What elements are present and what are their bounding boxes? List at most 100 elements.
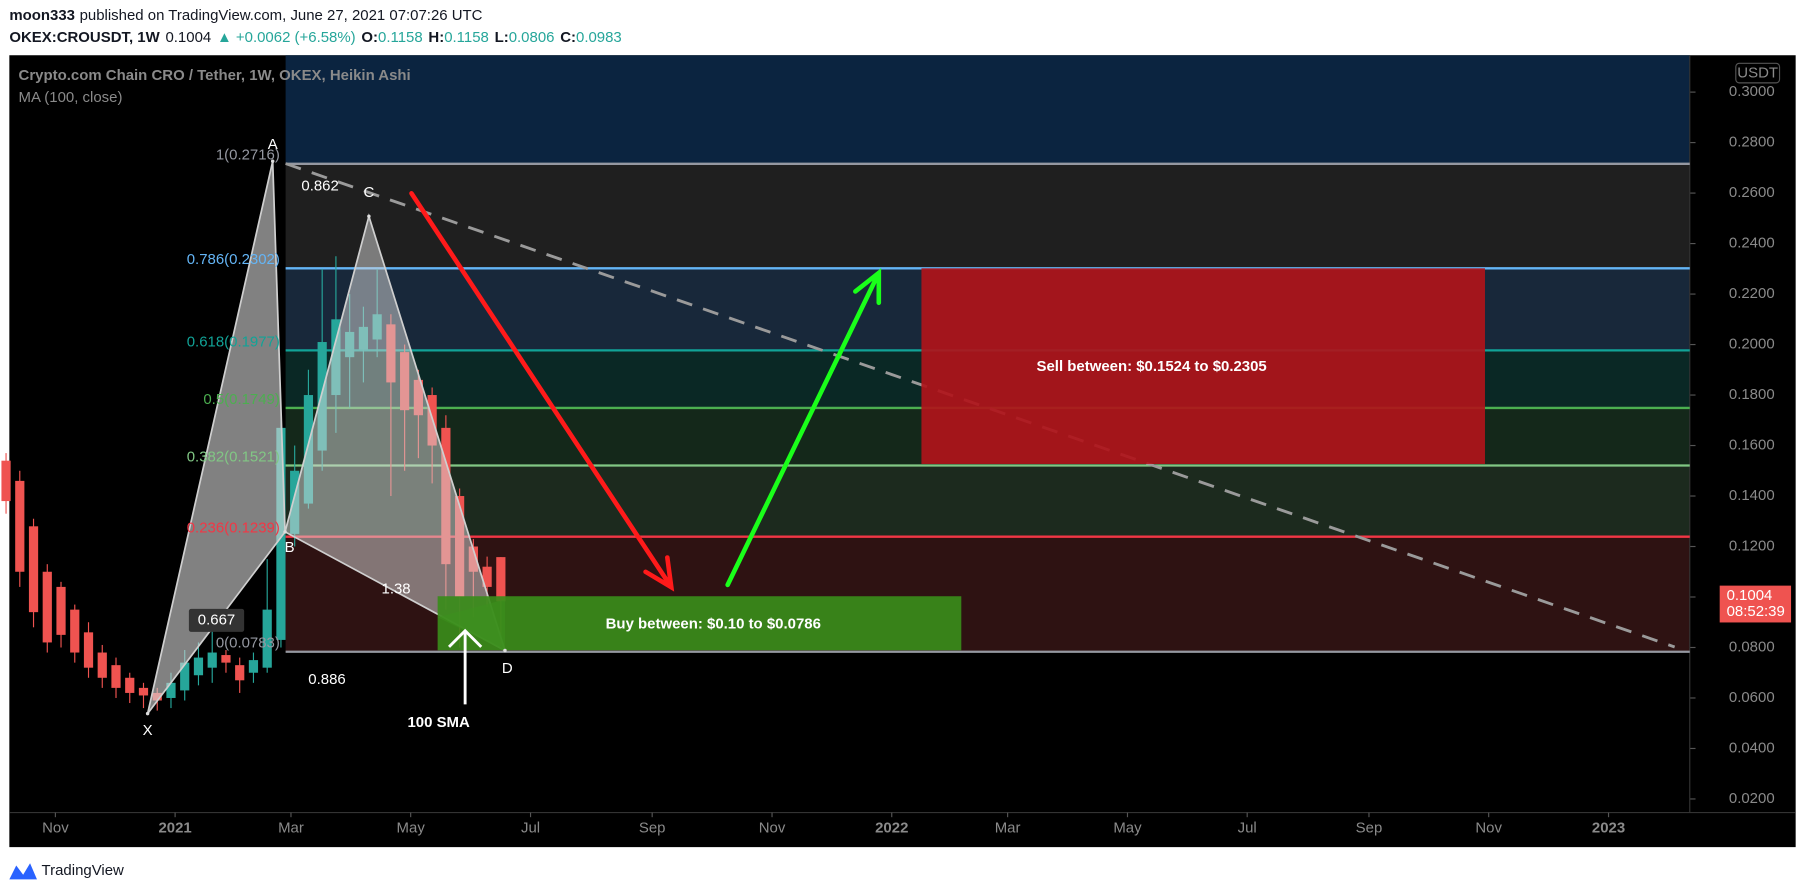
- y-tick-label: 0.1400: [1729, 487, 1775, 504]
- fib-label: 0.786(0.2302): [187, 251, 280, 268]
- ohlc-key: C:: [560, 29, 576, 46]
- header-line-1: moon333 published on TradingView.com, Jun…: [9, 7, 482, 24]
- x-tick-label: Jul: [1238, 820, 1257, 837]
- y-tick-label: 0.1200: [1729, 537, 1775, 554]
- pattern-ratio: 0.886: [308, 671, 345, 688]
- ohlc-key: O:: [361, 29, 378, 46]
- candle-body: [262, 609, 272, 668]
- x-tick-label: Mar: [278, 820, 304, 837]
- candle-body: [138, 687, 149, 696]
- pattern-ratio: 0.862: [301, 177, 338, 194]
- y-tick-label: 0.2800: [1729, 134, 1775, 151]
- y-tick-label: 0.1800: [1729, 386, 1775, 403]
- candle-body: [248, 660, 259, 673]
- y-tick-label: 0.0800: [1729, 638, 1775, 655]
- indicator-label: MA (100, close): [19, 89, 123, 106]
- x-tick-label: 2021: [158, 820, 191, 837]
- x-tick-label: Sep: [1356, 820, 1383, 837]
- candle-body: [166, 682, 176, 698]
- candle-body: [235, 665, 245, 681]
- candle-body: [180, 662, 190, 691]
- ohlc-value: 0.0806: [509, 29, 555, 46]
- logo-icon: [9, 863, 37, 880]
- x-tick-label: Nov: [1475, 820, 1502, 837]
- fib-zone: [285, 163, 1690, 269]
- sma-note: 100 SMA: [407, 714, 470, 731]
- y-tick-label: 0.3000: [1729, 83, 1775, 100]
- pattern-point-label: X: [143, 722, 153, 739]
- buy-zone-label: Buy between: $0.10 to $0.0786: [606, 615, 821, 632]
- fib-zone: [285, 465, 1690, 537]
- pattern-point: [270, 159, 275, 164]
- candle-body: [56, 586, 66, 635]
- fib-label: 0(0.0783): [216, 635, 280, 652]
- ratio-bg: [188, 608, 245, 632]
- y-tick-label: 0.2400: [1729, 235, 1775, 252]
- x-tick-label: 2022: [875, 820, 908, 837]
- fib-label: 1(0.2716): [216, 147, 280, 164]
- header-line-2: OKEX:CROUSDT, 1W 0.1004 ▲ +0.0062 (+6.58%)…: [9, 29, 621, 46]
- candle-body: [1, 460, 11, 502]
- price-tag-label: 0.1004: [1727, 587, 1773, 604]
- x-tick-label: 2023: [1592, 820, 1625, 837]
- candle-body: [125, 677, 135, 693]
- y-tick-label: 0.0400: [1729, 739, 1775, 756]
- y-tick-label: 0.1600: [1729, 436, 1775, 453]
- fib-label: 0.5(0.1749): [203, 391, 280, 408]
- trendline: [285, 162, 1676, 649]
- pattern-point: [503, 648, 507, 653]
- candle-body: [221, 655, 231, 663]
- pattern-point: [283, 530, 287, 534]
- pattern-point-label: B: [285, 539, 295, 556]
- ohlc-value: 0.1158: [378, 29, 423, 46]
- unit-box: [1735, 62, 1781, 84]
- author: moon333: [9, 7, 75, 24]
- pattern-point-label: A: [268, 136, 278, 153]
- candle-body: [482, 566, 492, 587]
- upper-zone: [285, 55, 1690, 164]
- change: ▲ +0.0062 (+6.58%): [217, 29, 356, 46]
- pattern-ratio: 0.667: [198, 611, 235, 628]
- candle-body: [15, 480, 25, 572]
- y-tick-label: 0.2200: [1729, 285, 1775, 302]
- arrow: [725, 268, 882, 588]
- fib-label: 0.236(0.1239): [187, 520, 280, 537]
- fib-label: 0.382(0.1521): [187, 448, 280, 465]
- x-tick-label: May: [1113, 820, 1142, 837]
- y-tick-label: 0.0200: [1729, 790, 1775, 807]
- ohlc-key: L:: [495, 29, 509, 46]
- plot: 0.02000.04000.06000.08000.10000.12000.14…: [1, 55, 1796, 837]
- pattern-ratio: 1.38: [382, 580, 411, 597]
- last-price: 0.1004: [165, 29, 211, 46]
- candle-body: [193, 657, 204, 676]
- chart-title: Crypto.com Chain CRO / Tether, 1W, OKEX,…: [19, 67, 411, 84]
- x-tick-label: Sep: [639, 820, 666, 837]
- sell-zone-label: Sell between: $0.1524 to $0.2305: [1037, 358, 1267, 375]
- y-tick-label: 0.0600: [1729, 689, 1775, 706]
- buy-zone: [437, 596, 962, 651]
- sell-zone: [921, 268, 1485, 464]
- brand: TradingView: [42, 862, 124, 879]
- x-tick-label: May: [397, 820, 426, 837]
- pattern-point: [145, 711, 150, 716]
- candle-body: [70, 609, 80, 653]
- y-unit: USDT: [1737, 65, 1778, 82]
- pattern-point-label: C: [363, 184, 374, 201]
- published: published on TradingView.com, June 27, 2…: [80, 7, 483, 24]
- candle-body: [97, 652, 107, 678]
- arrow: [409, 191, 675, 592]
- x-tick-label: Mar: [995, 820, 1021, 837]
- x-tick-label: Jul: [521, 820, 540, 837]
- ohlc-key: H:: [428, 29, 444, 46]
- pattern-point-label: D: [502, 660, 513, 677]
- ohlc: O:0.1158 H:0.1158 L:0.0806 C:0.0983: [361, 29, 621, 46]
- y-tick-label: 0.2000: [1729, 336, 1775, 353]
- y-tick-label: 0.2600: [1729, 184, 1775, 201]
- price-tag: [1719, 585, 1792, 623]
- ohlc-value: 0.1158: [444, 29, 489, 46]
- candle-body: [28, 526, 39, 613]
- symbol: OKEX:CROUSDT, 1W: [9, 29, 160, 46]
- x-tick-label: Nov: [759, 820, 786, 837]
